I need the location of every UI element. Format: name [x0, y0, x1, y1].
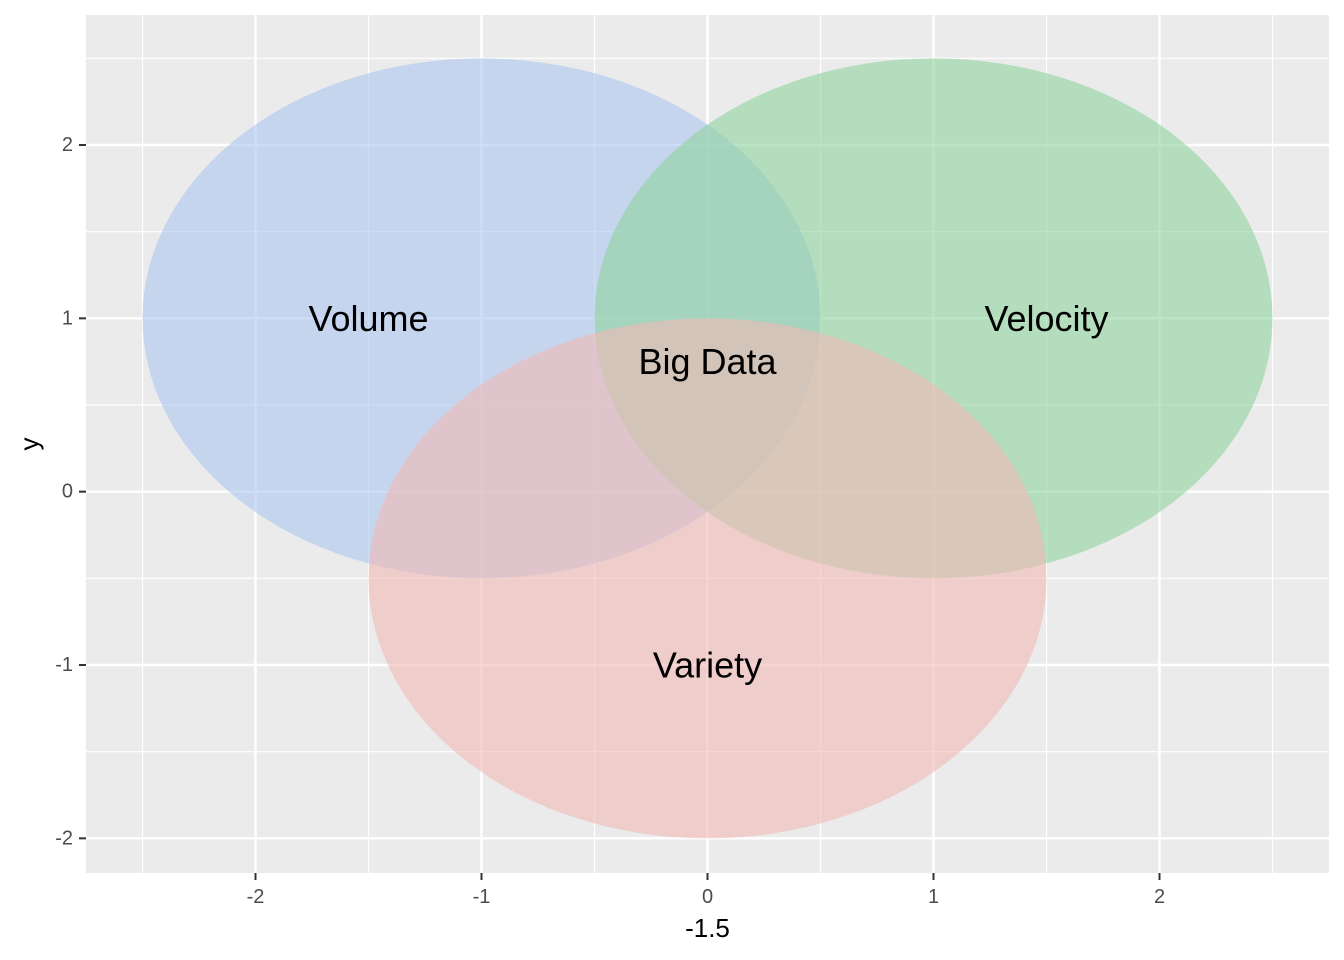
x-tick-label: 0	[702, 886, 713, 908]
x-tick-label: 1	[928, 886, 939, 908]
x-axis: -2 -1 0 1 2	[247, 873, 1165, 908]
y-tick-label: -2	[55, 827, 73, 849]
y-tick-label: 2	[62, 134, 73, 156]
label-volume: Volume	[308, 298, 428, 339]
y-tick-label: 0	[62, 481, 73, 503]
x-tick-label: -1	[473, 886, 491, 908]
y-tick-label: -1	[55, 654, 73, 676]
circle-variety	[368, 318, 1047, 839]
x-tick-label: 2	[1154, 886, 1165, 908]
label-velocity: Velocity	[984, 298, 1108, 339]
x-tick-label: -2	[247, 886, 265, 908]
label-variety: Variety	[653, 645, 762, 686]
y-axis-title: y	[14, 438, 44, 451]
venn-circles	[142, 58, 1273, 839]
y-axis: -2 -1 0 1 2	[55, 134, 86, 849]
y-tick-label: 1	[62, 307, 73, 329]
venn-labels: Volume Velocity Variety Big Data	[308, 298, 1108, 686]
label-center: Big Data	[638, 341, 777, 382]
x-axis-title: -1.5	[685, 913, 730, 943]
